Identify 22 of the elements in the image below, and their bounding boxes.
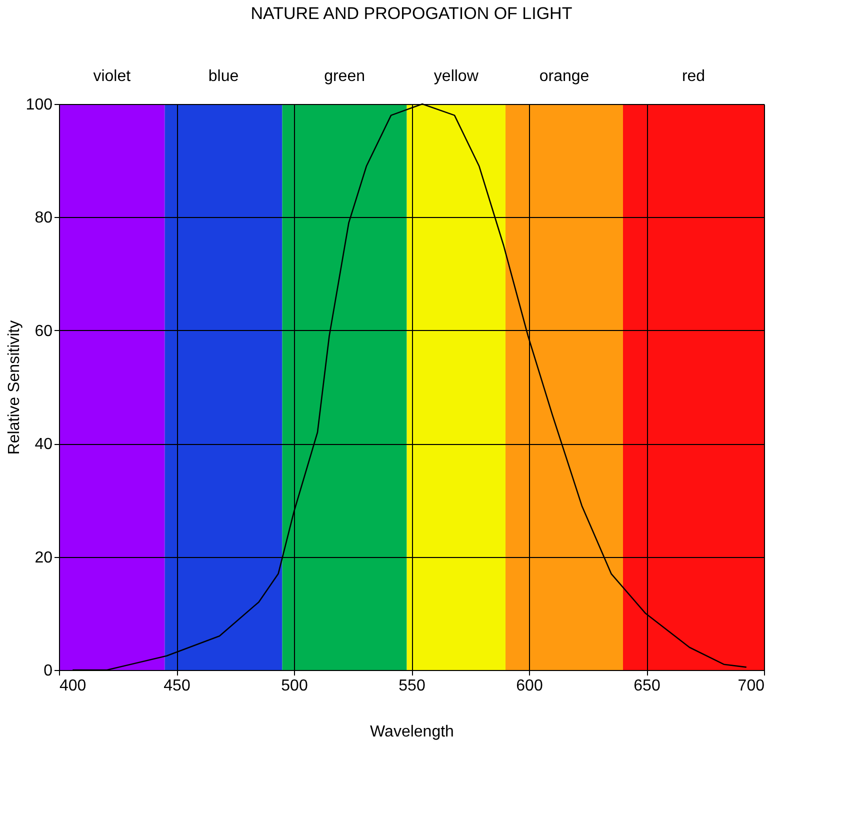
y-tick-label: 20 [34,549,53,566]
x-tick-label: 500 [281,678,308,694]
band-label: orange [539,68,590,85]
x-tick-label: 450 [164,678,190,694]
x-axis-title: Wavelength [370,724,454,740]
y-tick-label: 100 [26,96,53,114]
x-tick-label: 550 [398,678,426,694]
band-label: violet [93,68,132,85]
y-tick-label: 80 [34,210,53,227]
y-tick-label: 0 [44,662,53,680]
band-label: blue [208,68,239,85]
band-label: red [682,68,706,85]
x-tick-label: 600 [516,678,543,694]
band-label: green [324,68,365,85]
x-tick-label: 650 [634,678,660,694]
y-tick-label: 60 [34,322,53,340]
y-tick-label: 40 [34,436,53,454]
chart-title: NATURE AND PROPOGATION OF LIGHT [250,4,572,23]
x-tick-label: 400 [60,678,86,694]
x-tick-label: 700 [738,678,765,694]
band-label: yellow [434,68,479,85]
y-axis-title: Relative Sensitivity [6,320,23,455]
